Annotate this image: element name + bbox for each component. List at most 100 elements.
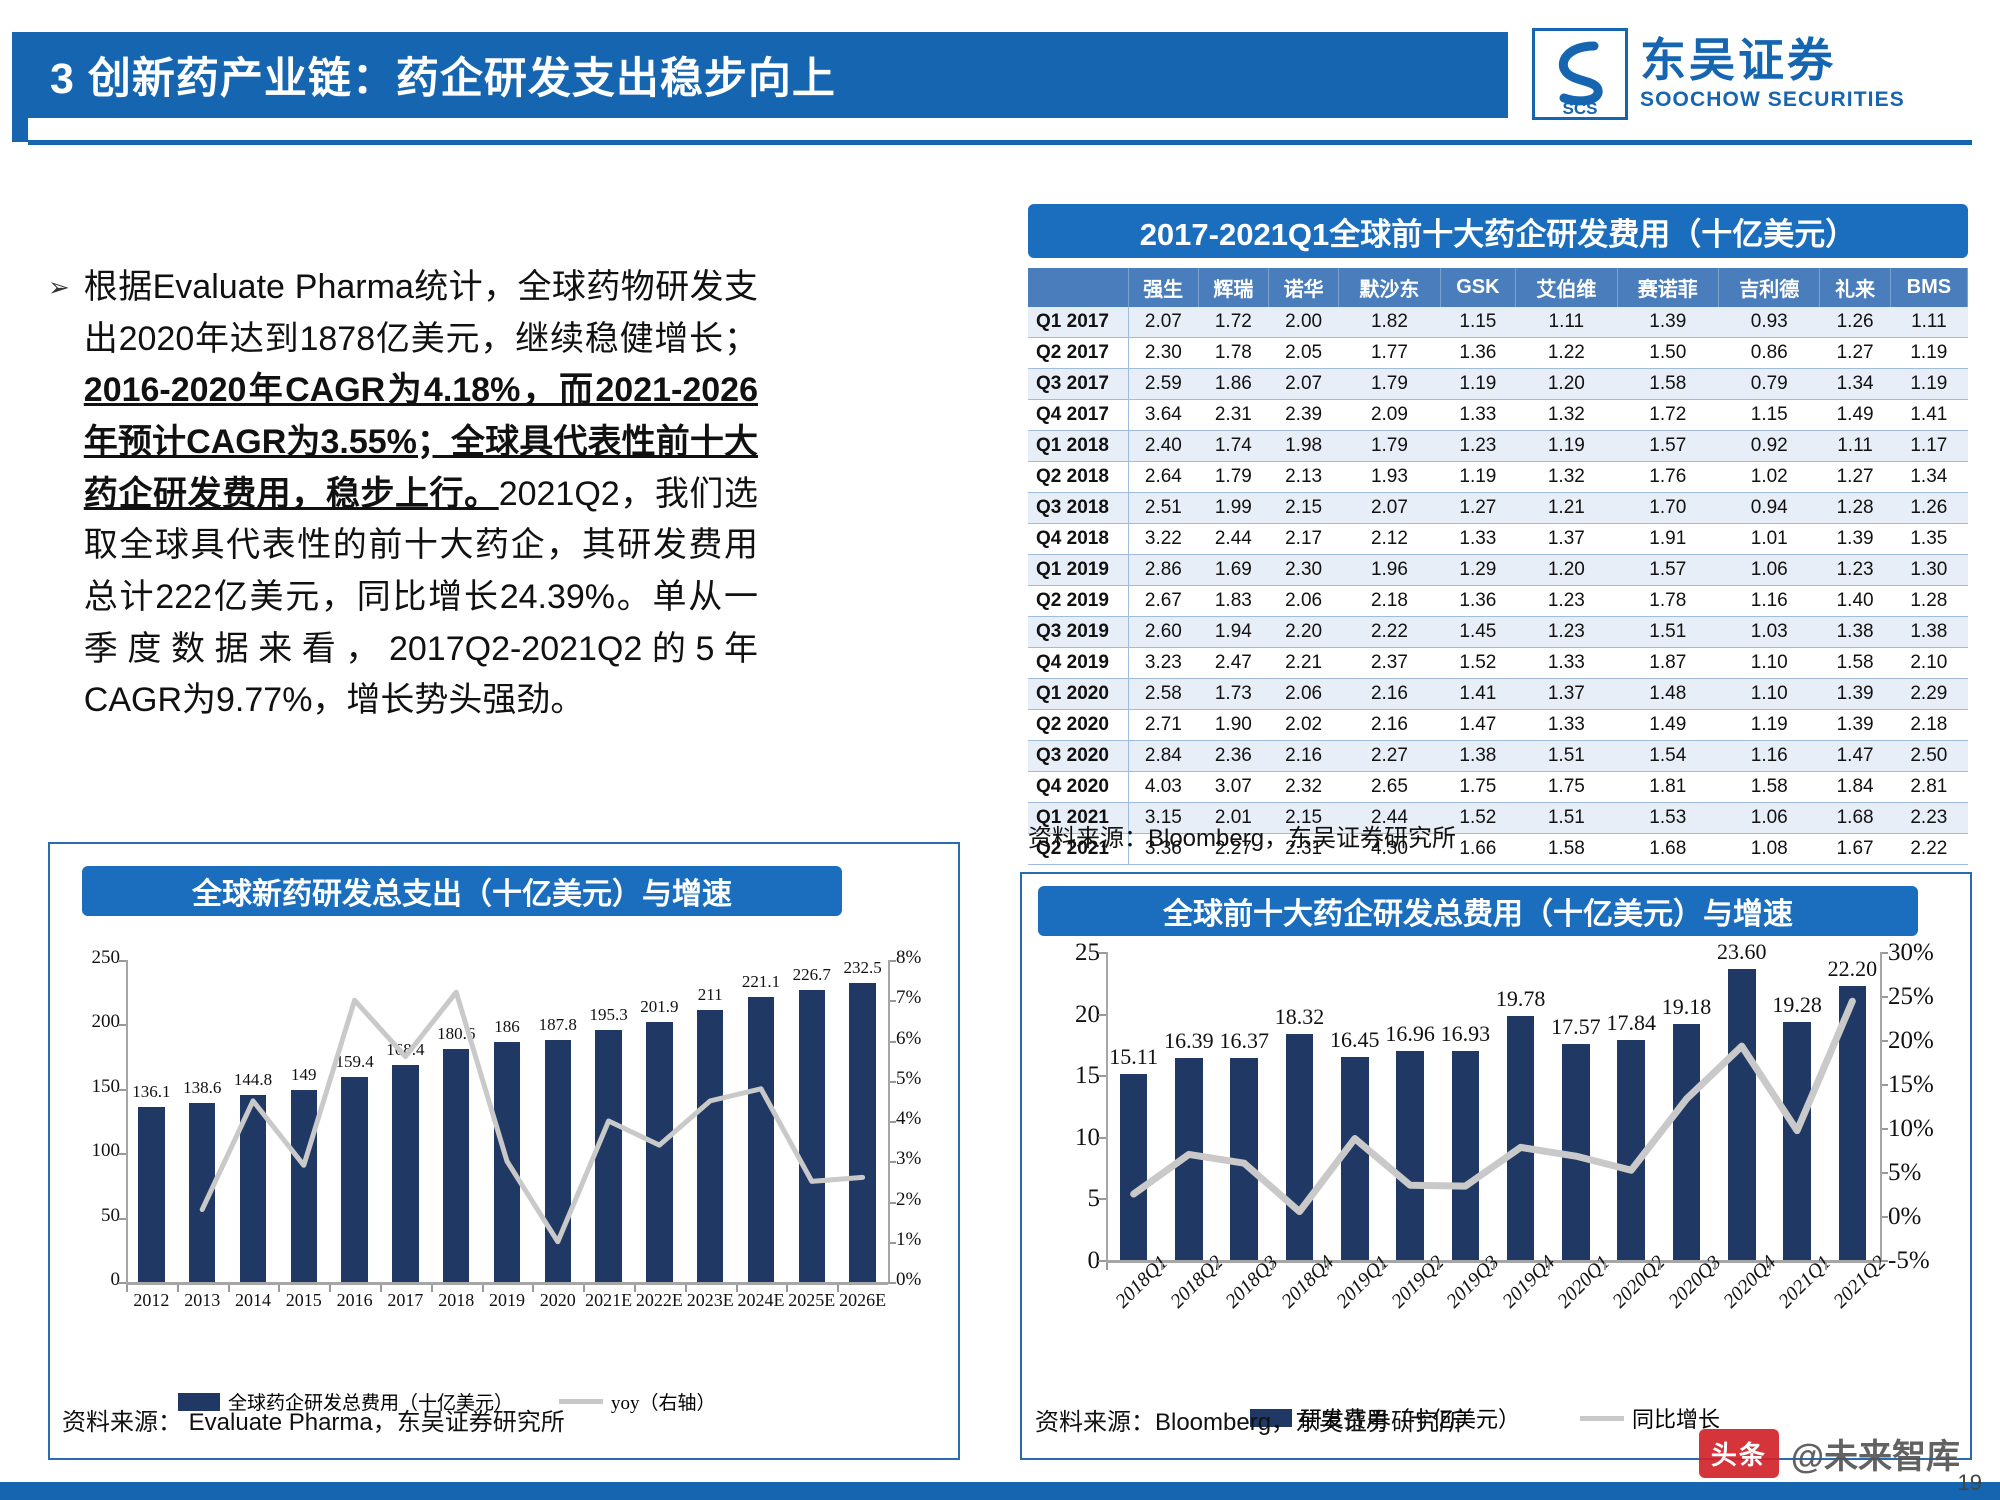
y2-axis-tick-label: 5% bbox=[896, 1067, 922, 1089]
table-cell: 1.41 bbox=[1890, 399, 1968, 431]
x-axis-tick bbox=[634, 1285, 636, 1292]
table-cell: 1.66 bbox=[1440, 833, 1516, 865]
x-axis-tick bbox=[735, 1285, 738, 1292]
legend-bar-swatch-icon bbox=[178, 1392, 220, 1411]
y-axis-line-right bbox=[1880, 952, 1882, 1260]
table-cell: 1.33 bbox=[1440, 399, 1516, 431]
bar bbox=[341, 1076, 368, 1282]
footer-bar bbox=[0, 1482, 2000, 1500]
table-cell: 1.54 bbox=[1617, 740, 1719, 772]
table-cell: 1.10 bbox=[1718, 678, 1820, 710]
table-row-header: Q4 2018 bbox=[1028, 523, 1129, 555]
table-col-header: BMS bbox=[1890, 268, 1969, 307]
bar bbox=[747, 997, 775, 1282]
y-axis-line-right bbox=[888, 960, 890, 1282]
rd-expense-table: 强生 辉瑞 诺华 默沙东 GSK 艾伯维 赛诺菲 吉利德 礼来 BMS Q1 2017 2.07 1.… bbox=[1028, 268, 1969, 865]
y-axis-tick bbox=[1098, 1075, 1106, 1078]
y-axis-tick bbox=[118, 1088, 126, 1091]
table-row: Q3 2018 2.51 1.99 2.15 2.07 1.27 1.21 1.70 0.94 1… bbox=[1028, 492, 1968, 524]
x-axis-tick bbox=[1603, 1263, 1606, 1270]
watermark: 头条 @未来智库 bbox=[1698, 1429, 1960, 1478]
y2-axis-tick bbox=[888, 1000, 896, 1003]
table-cell: 2.58 bbox=[1128, 678, 1199, 710]
x-axis-tick-label: 2025E bbox=[788, 1290, 836, 1310]
table-cell: 1.08 bbox=[1718, 833, 1820, 865]
y2-axis-tick bbox=[1880, 1172, 1888, 1174]
y-axis-tick bbox=[118, 1282, 126, 1284]
y-axis-tick bbox=[118, 960, 126, 962]
table-cell: 1.51 bbox=[1515, 802, 1618, 834]
table-cell: 1.72 bbox=[1198, 307, 1269, 338]
bar bbox=[1727, 969, 1756, 1260]
table-row: Q2 2020 2.71 1.90 2.02 2.16 1.47 1.33 1.49 1.19 1… bbox=[1028, 709, 1968, 741]
table-row-header: Q1 2021 bbox=[1028, 802, 1129, 834]
table-row: Q4 2019 3.23 2.47 2.21 2.37 1.52 1.33 1.87 1.10 1… bbox=[1028, 647, 1968, 679]
table-cell: 3.15 bbox=[1128, 802, 1199, 834]
y-axis-tick bbox=[1098, 1136, 1106, 1139]
x-axis-tick bbox=[1382, 1263, 1385, 1270]
table-row-header: Q4 2020 bbox=[1028, 771, 1129, 803]
table-cell: 1.69 bbox=[1198, 554, 1269, 586]
table-cell: 1.83 bbox=[1198, 585, 1269, 617]
table-cell: 1.77 bbox=[1338, 337, 1441, 369]
bar-value-label: 16.93 bbox=[1440, 1021, 1491, 1047]
bar bbox=[188, 1103, 216, 1282]
bar bbox=[1340, 1057, 1369, 1260]
x-axis-tick bbox=[1161, 1263, 1164, 1270]
bar bbox=[849, 982, 876, 1282]
table-cell: 1.11 bbox=[1819, 430, 1891, 462]
table-cell: 1.35 bbox=[1890, 523, 1968, 555]
table-cell: 0.79 bbox=[1718, 368, 1820, 400]
table-cell: 1.72 bbox=[1617, 399, 1719, 431]
table-cell: 1.23 bbox=[1819, 554, 1891, 586]
table-cell: 1.82 bbox=[1338, 307, 1441, 338]
x-axis-tick-label: 2016 bbox=[336, 1290, 373, 1310]
table-cell: 1.32 bbox=[1515, 399, 1618, 431]
bar bbox=[1562, 1043, 1590, 1260]
svg-text:SCS: SCS bbox=[1563, 99, 1598, 118]
y-axis-tick-label: 150 bbox=[91, 1075, 121, 1097]
legend-line-label: 同比增长 bbox=[1632, 1407, 1721, 1432]
y2-axis-tick-label: 25% bbox=[1888, 983, 1934, 1010]
table-row-header: Q3 2020 bbox=[1028, 740, 1129, 772]
table-cell: 1.15 bbox=[1718, 399, 1820, 431]
x-axis-tick bbox=[684, 1285, 687, 1292]
x-axis-line bbox=[126, 1282, 888, 1285]
table-cell: 2.32 bbox=[1268, 771, 1339, 803]
table-cell: 2.23 bbox=[1890, 802, 1968, 834]
y2-axis-tick-label: 0% bbox=[896, 1269, 922, 1290]
body-text: ➢ 根据Evaluate Pharma统计，全球药物研发支出2020年达到187… bbox=[48, 262, 758, 727]
table-cell: 2.09 bbox=[1338, 399, 1441, 431]
logo-english-name: SOOCHOW SECURITIES bbox=[1640, 88, 1905, 112]
table-cell: 2.30 bbox=[1268, 554, 1339, 586]
table-cell: 2.00 bbox=[1268, 307, 1339, 338]
y2-axis-tick bbox=[888, 960, 896, 962]
table-cell: 1.47 bbox=[1819, 740, 1891, 772]
x-axis-tick-label: 2015 bbox=[285, 1290, 322, 1310]
table-cell: 2.15 bbox=[1268, 802, 1339, 834]
header-accent-tab bbox=[12, 32, 28, 142]
table-cell: 1.91 bbox=[1617, 523, 1719, 555]
bar bbox=[1672, 1023, 1701, 1260]
bar-value-label: 19.28 bbox=[1772, 992, 1822, 1018]
table-cell: 1.86 bbox=[1198, 368, 1269, 400]
table-source-note: 资料来源：Bloomberg，东吴证券研究所 bbox=[1028, 825, 1457, 852]
left-chart-title: 全球新药研发总支出（十亿美元）与增速 bbox=[82, 866, 842, 916]
table-cell: 1.94 bbox=[1198, 616, 1269, 648]
x-axis-tick-label: 2024E bbox=[737, 1290, 785, 1310]
x-axis-tick bbox=[430, 1285, 433, 1292]
table-cell: 1.19 bbox=[1515, 430, 1618, 462]
page-title: 3 创新药产业链：药企研发支出稳步向上 bbox=[50, 55, 836, 103]
x-axis-tick bbox=[583, 1285, 586, 1292]
x-axis-tick-label: 2023E bbox=[686, 1290, 734, 1310]
x-axis-tick-label: 2013 bbox=[184, 1290, 221, 1310]
table-row-header: Q2 2019 bbox=[1028, 585, 1129, 617]
bar bbox=[1119, 1073, 1148, 1260]
table-cell: 1.75 bbox=[1515, 771, 1618, 803]
table-cell: 2.02 bbox=[1268, 709, 1339, 741]
table-col-header: 艾伯维 bbox=[1515, 268, 1618, 307]
table-cell: 1.27 bbox=[1440, 492, 1516, 524]
table-cell: 2.36 bbox=[1198, 740, 1269, 772]
table-cell: 3.23 bbox=[1128, 647, 1199, 679]
bar-value-label: 136.1 bbox=[132, 1081, 171, 1101]
